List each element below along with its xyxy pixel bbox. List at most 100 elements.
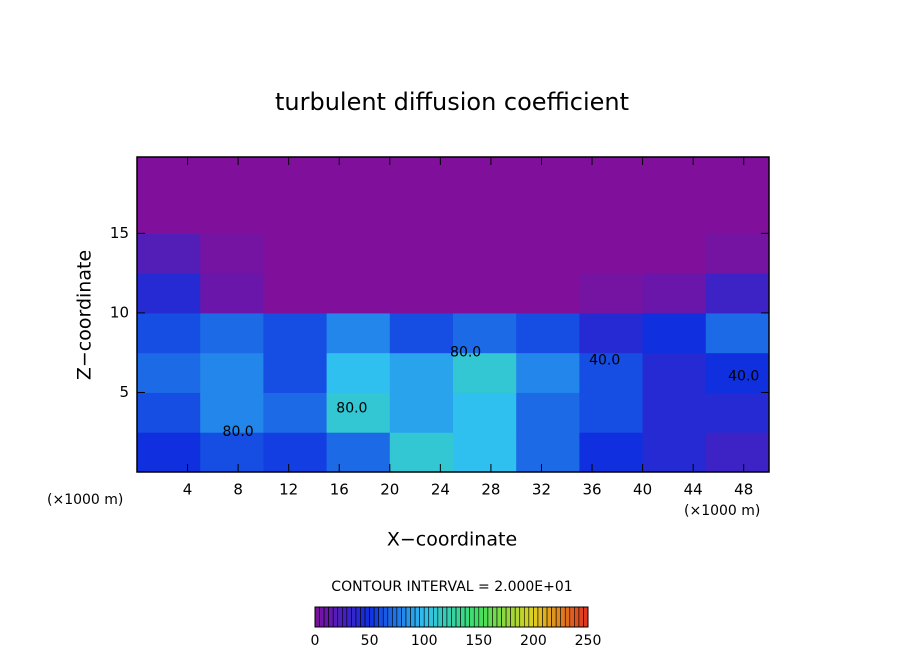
colorbar-strip — [446, 606, 452, 628]
colorbar-strip — [442, 606, 448, 628]
colorbar-strip — [505, 606, 511, 628]
contour-note: CONTOUR INTERVAL = 2.000E+01 — [331, 579, 572, 595]
heat-cell — [579, 233, 644, 274]
contour-label: 80.0 — [450, 345, 481, 361]
x-tick-label: 20 — [380, 481, 399, 499]
heat-cell — [705, 352, 769, 393]
colorbar-strip — [387, 606, 393, 628]
colorbar-strip — [514, 606, 521, 628]
heat-cell — [263, 312, 328, 354]
heat-cell — [516, 432, 580, 472]
heatmap — [137, 157, 769, 472]
heat-cell — [263, 193, 328, 234]
colorbar-strip — [382, 606, 389, 628]
colorbar-tick-label: 250 — [575, 633, 602, 649]
colorbar-strip — [460, 606, 466, 628]
heat-cell — [200, 233, 264, 274]
heat-cell — [642, 157, 707, 195]
colorbar-strip — [542, 606, 548, 628]
heat-cell — [389, 432, 454, 472]
colorbar-strip — [373, 606, 379, 628]
heat-cell — [516, 193, 580, 234]
colorbar-strip — [564, 606, 571, 628]
x-tick-label: 8 — [233, 481, 243, 499]
heat-cell — [326, 273, 391, 314]
colorbar-strip — [469, 606, 475, 628]
heat-cell — [516, 312, 580, 354]
heat-cell — [200, 392, 264, 433]
heat-cell — [579, 312, 644, 354]
heat-cell — [263, 392, 328, 433]
heat-cell — [579, 273, 644, 314]
colorbar-tick-label: 50 — [361, 633, 379, 649]
colorbar-strip — [337, 606, 343, 628]
colorbar-strip — [501, 606, 507, 628]
colorbar-strip — [351, 606, 357, 628]
heat-cell — [200, 193, 264, 234]
heat-cell — [453, 392, 517, 433]
heat-cell — [579, 392, 644, 433]
colorbar-strip — [574, 606, 580, 628]
heat-cell — [453, 273, 517, 314]
colorbar-strip — [569, 606, 575, 628]
heat-cell — [137, 352, 201, 393]
colorbar-strip — [323, 606, 329, 628]
plot-frame — [136, 156, 770, 473]
colorbar-strip — [355, 606, 361, 628]
colorbar-tick-label: 150 — [465, 633, 492, 649]
heat-cell — [705, 392, 769, 433]
heat-cell — [326, 352, 391, 393]
heat-cell — [326, 193, 391, 234]
heat-cell — [389, 193, 454, 234]
colorbar-strip — [510, 606, 516, 628]
colorbar-strip — [378, 606, 384, 628]
y-tick-label: 15 — [110, 224, 129, 242]
x-unit-label: (×1000 m) — [684, 503, 760, 519]
x-tick-label: 40 — [633, 481, 652, 499]
x-tick-label: 4 — [183, 481, 193, 499]
heat-cell — [453, 352, 517, 393]
y-tick-label: 10 — [110, 303, 129, 321]
colorbar-strip — [319, 606, 325, 628]
heat-cell — [200, 157, 264, 195]
colorbar-strip — [437, 606, 443, 628]
x-tick-label: 32 — [532, 481, 551, 499]
heat-cell — [326, 432, 391, 472]
heat-cell — [200, 312, 264, 354]
colorbar-strip — [369, 606, 375, 628]
heat-cell — [263, 157, 328, 195]
heat-cell — [200, 432, 264, 472]
colorbar-strip — [451, 606, 457, 628]
x-tick-label: 12 — [279, 481, 298, 499]
colorbar-strip — [560, 606, 566, 628]
contour-label: 40.0 — [728, 369, 759, 385]
heat-cell — [453, 432, 517, 472]
heat-cell — [389, 312, 454, 354]
heat-cell — [326, 312, 391, 354]
colorbar-strip — [410, 606, 416, 628]
heat-cell — [137, 432, 201, 472]
heat-cell — [137, 392, 201, 433]
heat-cell — [705, 432, 769, 472]
heat-cell — [642, 273, 707, 314]
colorbar-strip — [483, 606, 489, 628]
heat-cell — [642, 193, 707, 234]
heat-cell — [705, 273, 769, 314]
heat-cell — [137, 233, 201, 274]
heat-cell — [516, 352, 580, 393]
colorbar-strip — [455, 606, 461, 628]
colorbar-strip — [519, 606, 525, 628]
colorbar-strip — [478, 606, 484, 628]
colorbar-strip — [341, 606, 348, 628]
heat-cell — [389, 157, 454, 195]
heat-cell — [453, 157, 517, 195]
heat-cell — [389, 352, 454, 393]
x-tick-label: 44 — [684, 481, 703, 499]
heat-cell — [137, 193, 201, 234]
heat-cell — [705, 157, 769, 195]
heat-cell — [263, 273, 328, 314]
colorbar-strip — [414, 606, 420, 628]
heat-cell — [389, 273, 454, 314]
heat-cell — [579, 157, 644, 195]
